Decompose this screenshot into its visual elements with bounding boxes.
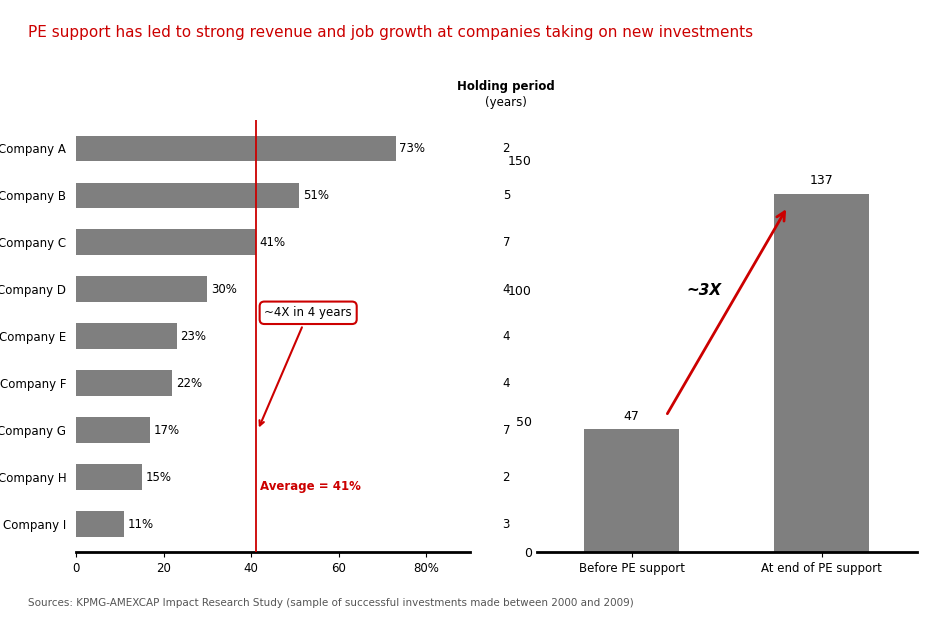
Text: 15%: 15% <box>145 471 171 484</box>
Text: 3: 3 <box>503 518 510 531</box>
Text: 5: 5 <box>503 189 510 202</box>
Bar <box>76 511 124 537</box>
Bar <box>76 464 142 490</box>
Text: PE support has led to strong revenue and job growth at companies taking on new i: PE support has led to strong revenue and… <box>28 25 753 39</box>
Text: 7: 7 <box>503 424 510 437</box>
Text: 41%: 41% <box>259 236 285 249</box>
Bar <box>774 194 869 552</box>
Text: 4: 4 <box>503 283 510 296</box>
Bar <box>76 370 172 396</box>
Bar <box>76 136 396 162</box>
Text: 51%: 51% <box>303 189 329 202</box>
Text: 22%: 22% <box>176 377 202 390</box>
Text: 4: 4 <box>503 329 510 343</box>
Bar <box>584 429 679 552</box>
Text: 11%: 11% <box>127 518 154 531</box>
Text: 23%: 23% <box>180 329 206 343</box>
Text: Sources: KPMG-AMEXCAP Impact Research Study (sample of successful investments ma: Sources: KPMG-AMEXCAP Impact Research St… <box>28 598 635 608</box>
Text: Revenue CAGR over the holding period
(sample of successful investments): Revenue CAGR over the holding period (sa… <box>144 77 402 108</box>
Text: 47: 47 <box>624 410 639 423</box>
Text: 4: 4 <box>503 377 510 390</box>
Bar <box>76 417 150 443</box>
Bar <box>76 276 207 302</box>
Bar <box>76 230 256 255</box>
Text: 137: 137 <box>809 174 834 187</box>
Text: (years): (years) <box>485 96 527 109</box>
Text: 73%: 73% <box>399 142 426 155</box>
Text: ~4X in 4 years: ~4X in 4 years <box>259 306 352 426</box>
Text: Cumulated jobs before and after PE support
(average holding period of 4 years; K: Cumulated jobs before and after PE suppo… <box>562 77 891 108</box>
Bar <box>76 183 299 209</box>
Text: 2: 2 <box>503 471 510 484</box>
Text: ~3X: ~3X <box>687 283 721 298</box>
Text: 2: 2 <box>503 142 510 155</box>
Text: 30%: 30% <box>211 283 237 296</box>
Text: Average = 41%: Average = 41% <box>260 480 361 493</box>
Text: 7: 7 <box>503 236 510 249</box>
Bar <box>76 323 177 349</box>
Text: 17%: 17% <box>154 424 180 437</box>
Text: Holding period: Holding period <box>458 80 555 93</box>
